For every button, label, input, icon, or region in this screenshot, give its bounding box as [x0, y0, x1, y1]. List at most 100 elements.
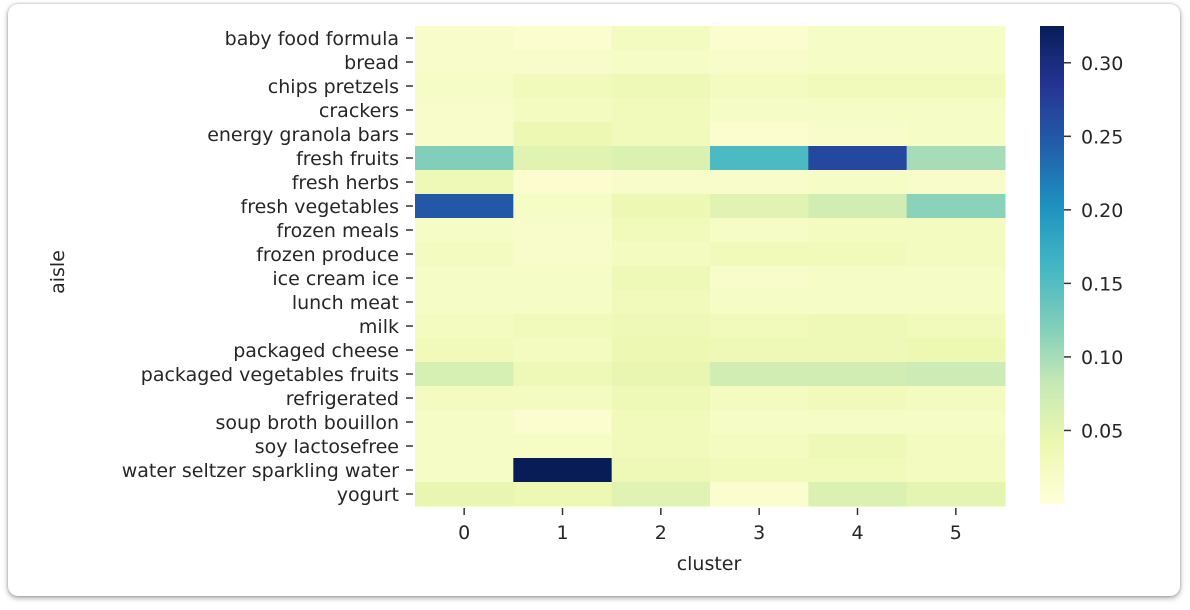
- heatmap-cell: [611, 386, 711, 411]
- heatmap-cell: [906, 194, 1006, 219]
- heatmap-cell: [808, 482, 908, 507]
- x-tick-label: 2: [655, 522, 667, 544]
- heatmap-cell: [906, 386, 1006, 411]
- heatmap-cell: [513, 50, 613, 75]
- colorbar-tick-label: 0.05: [1081, 420, 1123, 442]
- heatmap-cell: [808, 338, 908, 363]
- heatmap-cell: [415, 194, 514, 219]
- heatmap-cell: [906, 266, 1006, 291]
- y-tick-label: soy lactosefree: [255, 436, 399, 458]
- heatmap-cell: [710, 434, 809, 459]
- heatmap-cell: [611, 338, 711, 363]
- heatmap-cell: [808, 266, 908, 291]
- x-tick-label: 3: [753, 522, 765, 544]
- heatmap-cell: [513, 74, 613, 99]
- heatmap-cell: [808, 74, 908, 99]
- heatmap-cell: [611, 122, 711, 147]
- heatmap-cell: [906, 290, 1006, 315]
- heatmap-cell: [808, 290, 908, 315]
- heatmap-cell: [415, 290, 514, 315]
- colorbar-tick-label: 0.20: [1081, 200, 1123, 222]
- heatmap-cell: [415, 458, 514, 483]
- heatmap-cell: [710, 98, 809, 123]
- heatmap-cell: [415, 362, 514, 387]
- y-axis-label: aisle: [47, 250, 69, 294]
- heatmap-cell: [906, 218, 1006, 243]
- heatmap-cell: [808, 314, 908, 339]
- heatmap-cell: [513, 482, 613, 507]
- heatmap-cell: [513, 410, 613, 435]
- colorbar-tick-label: 0.10: [1081, 347, 1123, 369]
- heatmap-cell: [710, 50, 809, 75]
- heatmap-cell: [710, 338, 809, 363]
- heatmap-cell: [808, 386, 908, 411]
- heatmap-cell: [808, 98, 908, 123]
- heatmap-cell: [513, 266, 613, 291]
- heatmap-cell: [710, 386, 809, 411]
- heatmap-cell: [906, 338, 1006, 363]
- y-tick-label: packaged vegetables fruits: [141, 364, 399, 386]
- y-tick-label: refrigerated: [286, 388, 399, 410]
- x-tick-label: 0: [458, 522, 470, 544]
- colorbar-tick-label: 0.15: [1081, 273, 1123, 295]
- heatmap-cell: [415, 266, 514, 291]
- heatmap-cell: [808, 194, 908, 219]
- heatmap-cell: [710, 26, 809, 51]
- colorbar-ticks: 0.05 0.10 0.15 0.20 0.25 0.30: [1064, 53, 1123, 442]
- heatmap-cell: [611, 410, 711, 435]
- heatmap-cell: [513, 458, 613, 483]
- heatmap-cell: [906, 170, 1006, 195]
- heatmap-cell: [415, 434, 514, 459]
- heatmap-cell: [513, 98, 613, 123]
- heatmap-cell: [808, 50, 908, 75]
- heatmap-cell: [906, 482, 1006, 507]
- heatmap-cell: [415, 338, 514, 363]
- y-tick-label: lunch meat: [292, 292, 399, 314]
- heatmap-cell: [513, 434, 613, 459]
- y-tick-label: chips pretzels: [268, 76, 399, 98]
- heatmap-cell: [513, 170, 613, 195]
- heatmap-cell: [611, 314, 711, 339]
- heatmap-cell: [710, 458, 809, 483]
- heatmap-cell: [808, 26, 908, 51]
- heatmap-cell: [513, 242, 613, 267]
- heatmap-cell: [611, 170, 711, 195]
- y-tick-label: energy granola bars: [207, 124, 399, 146]
- heatmap-cell: [710, 74, 809, 99]
- heatmap-cell: [710, 410, 809, 435]
- y-tick-label: milk: [359, 316, 399, 338]
- y-tick-label: soup broth bouillon: [215, 412, 399, 434]
- y-tick-label: fresh herbs: [292, 172, 399, 194]
- y-tick-label: frozen produce: [256, 244, 399, 266]
- heatmap-cell: [906, 122, 1006, 147]
- heatmap-cell: [906, 458, 1006, 483]
- heatmap-cell: [513, 26, 613, 51]
- heatmap-cell: [415, 50, 514, 75]
- heatmap-cell: [808, 458, 908, 483]
- heatmap-cell: [710, 194, 809, 219]
- y-tick-label: frozen meals: [277, 220, 399, 242]
- heatmap-cell: [513, 362, 613, 387]
- heatmap-cell: [513, 386, 613, 411]
- heatmap-cell: [513, 290, 613, 315]
- heatmap-cell: [710, 290, 809, 315]
- heatmap-cell: [808, 242, 908, 267]
- heatmap-cells: [415, 26, 1006, 507]
- heatmap-cell: [906, 242, 1006, 267]
- heatmap-cell: [415, 242, 514, 267]
- heatmap-cell: [710, 266, 809, 291]
- x-tick-label: 4: [851, 522, 863, 544]
- y-tick-label: ice cream ice: [272, 268, 399, 290]
- heatmap-cell: [513, 338, 613, 363]
- heatmap-cell: [808, 170, 908, 195]
- heatmap-cell: [415, 314, 514, 339]
- colorbar-tick-label: 0.30: [1081, 53, 1123, 75]
- heatmap-cell: [710, 146, 809, 171]
- heatmap-cell: [611, 50, 711, 75]
- y-tick-label: packaged cheese: [233, 340, 399, 362]
- heatmap-cell: [611, 434, 711, 459]
- heatmap-cell: [808, 362, 908, 387]
- y-tick-label: crackers: [319, 100, 399, 122]
